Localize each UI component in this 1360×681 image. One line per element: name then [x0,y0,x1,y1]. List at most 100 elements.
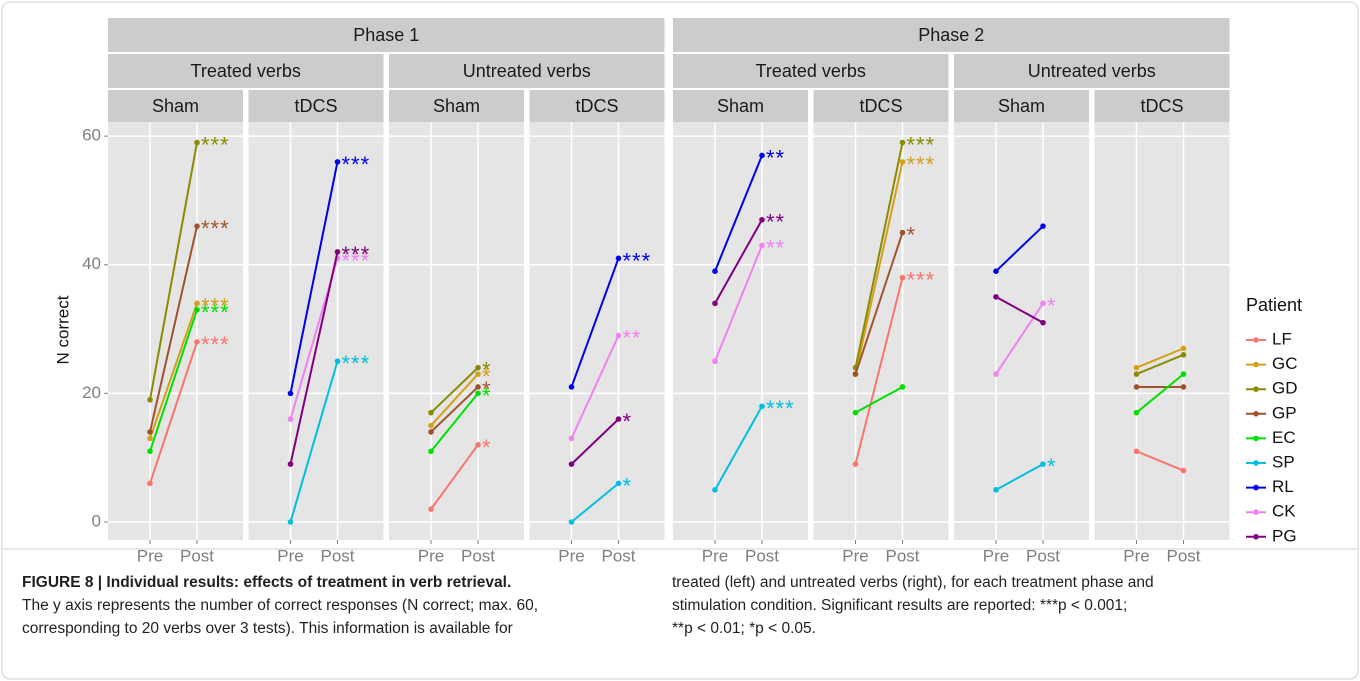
patient-line [995,296,1044,324]
patient-line [995,225,1044,272]
x-tick-label: Post [1026,546,1060,565]
condition-strip [673,90,808,122]
patient-line [714,405,763,491]
significance-label: *** [907,268,936,293]
condition-label: tDCS [294,96,337,116]
significance-label: *** [201,300,230,325]
x-tick-label: Pre [1123,546,1149,565]
point [993,294,999,300]
legend-label: LF [1272,329,1292,348]
group-strip [954,54,1230,88]
legend-label: EC [1272,428,1296,447]
significance-label: *** [201,216,230,241]
point [615,416,622,422]
significance-label: ** [766,235,785,260]
legend-label: SP [1272,452,1295,471]
legend-label: RL [1272,477,1294,496]
point [1040,461,1046,467]
patient-line [995,302,1044,375]
significance-label: *** [201,293,230,318]
y-tick-label: 40 [82,254,101,273]
patient-line [1135,373,1185,414]
panel-background [389,122,524,540]
condition-strip [108,90,243,122]
phase-strip [108,18,665,52]
significance-label: *** [342,242,371,267]
condition-label: Sham [998,96,1045,116]
significance-label: *** [907,133,936,158]
point [852,461,859,467]
point [1180,467,1187,474]
patient-line [570,257,620,388]
point [194,223,200,229]
point [712,268,718,274]
caption-line: The y axis represents the number of corr… [22,597,539,614]
condition-strip [813,90,949,122]
significance-label: ** [766,210,785,235]
x-tick-label: Pre [702,546,728,565]
condition-strip [248,90,384,122]
y-tick-label: 20 [82,383,101,402]
legend-dot [1253,386,1259,393]
point [712,358,718,365]
point [899,159,906,165]
point [1040,319,1046,326]
significance-label: *** [342,248,371,273]
group-strip [108,54,384,88]
patient-line [714,245,763,362]
point [475,390,481,397]
x-tick-label: Pre [418,546,444,565]
legend-label: GP [1272,403,1297,422]
legend-dot [1253,509,1259,515]
point [334,358,341,365]
point [568,435,575,442]
point [615,480,622,487]
legend-dot [1253,411,1259,417]
legend-label: PG [1272,526,1297,545]
significance-label: *** [623,248,652,273]
point [1180,384,1187,390]
patient-line [289,360,339,523]
point [475,371,481,377]
legend-dot [1253,435,1259,442]
point [147,435,153,442]
panel-background [108,122,243,540]
significance-label: *** [342,152,371,177]
point [475,442,481,448]
point [428,422,434,429]
patient-line [570,418,620,465]
significance-label: *** [201,332,230,357]
phase-strip [673,18,1230,52]
point [1133,364,1140,371]
group-label: Treated verbs [191,61,301,81]
patient-line [854,142,904,368]
patient-line [149,341,198,484]
condition-label: tDCS [1140,96,1183,116]
significance-label: *** [342,351,371,376]
x-tick-label: Post [601,546,635,565]
point [615,255,622,262]
patient-line [1136,450,1184,472]
point [428,409,434,416]
point [194,306,200,313]
point [147,429,153,435]
x-tick-label: Pre [842,546,868,565]
group-label: Untreated verbs [463,61,591,81]
point [1040,300,1046,307]
patient-line [1136,353,1184,376]
patient-line [289,161,339,394]
significance-label: * [623,409,633,434]
point [287,519,294,525]
legend-label: GC [1272,354,1298,373]
x-tick-label: Post [1166,546,1200,565]
patient-line [430,366,479,414]
point [475,364,481,371]
point [147,397,153,403]
condition-label: tDCS [859,96,902,116]
significance-label: * [482,435,492,460]
point [147,448,153,455]
point [852,371,859,377]
point [899,274,906,281]
